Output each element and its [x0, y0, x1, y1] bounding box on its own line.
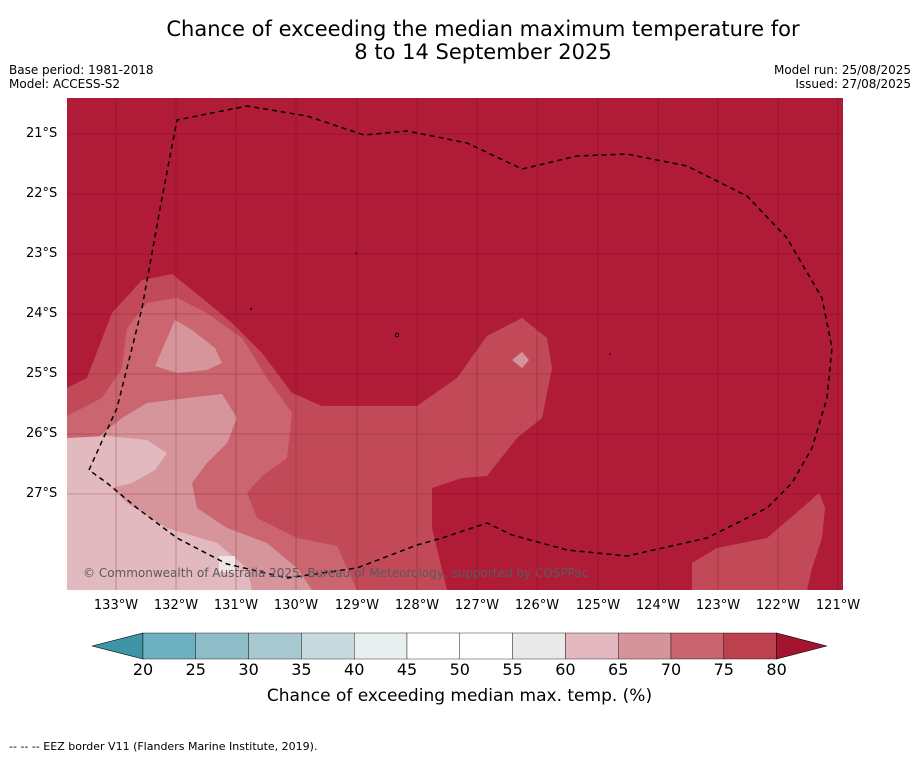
lon-label: 121°W — [815, 598, 861, 613]
graticule — [67, 98, 843, 590]
model-run: Model run: 25/08/2025 — [773, 63, 911, 77]
title-line-2: 8 to 14 September 2025 — [354, 40, 612, 64]
lon-label: 126°W — [514, 598, 560, 613]
lon-label: 128°W — [394, 598, 440, 613]
island-2 — [250, 308, 252, 310]
lon-label: 130°W — [273, 598, 319, 613]
lat-label: 26°S — [26, 426, 58, 441]
island-1 — [394, 332, 400, 338]
lat-label: 23°S — [26, 246, 58, 261]
colorbar-tick-label: 75 — [713, 660, 734, 679]
colorbar-tick-label: 80 — [766, 660, 787, 679]
meta-left: Base period: 1981-2018 Model: ACCESS-S2 — [9, 63, 154, 91]
colorbar-segment — [301, 632, 355, 660]
lat-label: 25°S — [26, 366, 58, 381]
island-3 — [355, 252, 357, 254]
colorbar-tick-label: 55 — [502, 660, 523, 679]
lon-label: 132°W — [153, 598, 199, 613]
colorbar-segment — [406, 632, 460, 660]
colorbar-tick-label: 25 — [185, 660, 206, 679]
map-title: Chance of exceeding the median maximum t… — [0, 18, 919, 64]
colorbar-tick-label: 70 — [660, 660, 682, 679]
colorbar-tick-label: 30 — [238, 660, 259, 679]
lon-label: 133°W — [93, 598, 139, 613]
map-area — [67, 98, 843, 590]
region-70-center — [302, 470, 365, 506]
meta-right: Model run: 25/08/2025 Issued: 27/08/2025 — [774, 63, 911, 91]
region-75-br — [692, 493, 825, 590]
lat-label: 27°S — [26, 486, 58, 501]
eez-legend: -- -- -- EEZ border V11 (Flanders Marine… — [9, 740, 318, 753]
model-name: Model: ACCESS-S2 — [9, 77, 121, 91]
lat-label: 24°S — [26, 306, 58, 321]
lon-label: 131°W — [213, 598, 259, 613]
colorbar-segment — [248, 632, 302, 660]
colorbar-tick-label: 65 — [608, 660, 629, 679]
colorbar — [91, 632, 831, 664]
colorbar-tick-label: 40 — [344, 660, 365, 679]
region-65-small — [512, 352, 529, 368]
colorbar-segment — [565, 632, 619, 660]
colorbar-segment — [670, 632, 724, 660]
colorbar-tick-label: 45 — [396, 660, 418, 679]
colorbar-arrow-low — [91, 632, 144, 660]
map-svg — [67, 98, 843, 590]
lon-label: 127°W — [454, 598, 500, 613]
lon-label: 123°W — [695, 598, 741, 613]
lon-label: 125°W — [575, 598, 621, 613]
colorbar-label: Chance of exceeding median max. temp. (%… — [266, 686, 653, 706]
issued-date: Issued: 27/08/2025 — [795, 77, 911, 91]
lon-label: 129°W — [334, 598, 380, 613]
lat-label: 22°S — [26, 186, 58, 201]
colorbar-segment — [195, 632, 249, 660]
region-65-upper — [155, 320, 222, 373]
colorbar-tick-label: 60 — [555, 660, 576, 679]
colorbar-arrow-high — [776, 632, 828, 660]
colorbar-segment — [142, 632, 196, 660]
colorbar-segment — [512, 632, 566, 660]
colorbar-svg — [91, 632, 828, 660]
lon-label: 124°W — [635, 598, 681, 613]
lat-label: 21°S — [26, 126, 58, 141]
colorbar-segment — [354, 632, 408, 660]
colorbar-segment — [723, 632, 777, 660]
copyright-text: © Commonwealth of Australia 2025, Bureau… — [83, 566, 589, 580]
island-4 — [609, 353, 611, 355]
colorbar-tick-label: 50 — [449, 660, 470, 679]
colorbar-tick-label: 35 — [291, 660, 312, 679]
lon-label: 122°W — [755, 598, 801, 613]
region-60 — [67, 436, 252, 590]
colorbar-segment — [618, 632, 672, 660]
base-period: Base period: 1981-2018 — [9, 63, 154, 77]
title-line-1: Chance of exceeding the median maximum t… — [166, 17, 800, 41]
colorbar-tick-label: 20 — [132, 660, 154, 679]
colorbar-segment — [459, 632, 513, 660]
